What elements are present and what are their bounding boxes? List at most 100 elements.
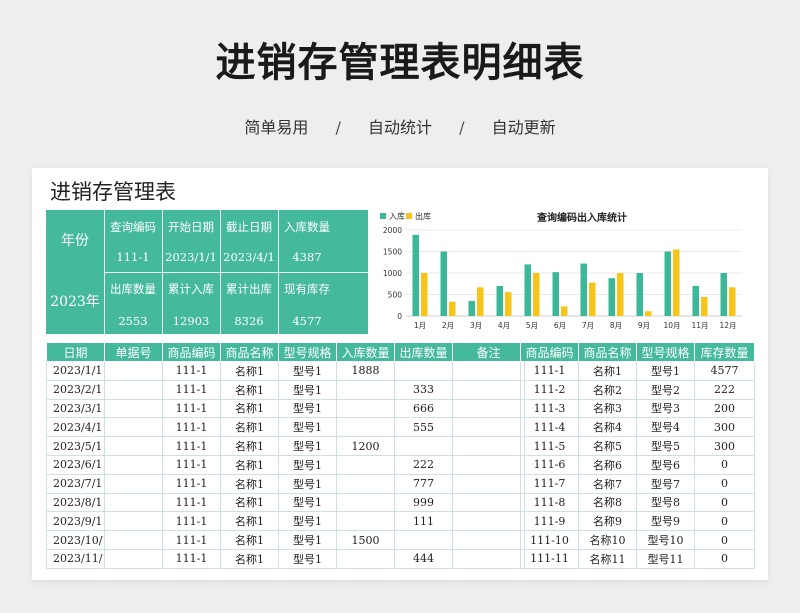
column-header[interactable]: 出库数量 — [394, 342, 453, 362]
table-cell[interactable]: 型号7 — [636, 473, 695, 494]
table-cell[interactable]: 111 — [394, 511, 453, 532]
table-cell[interactable] — [336, 379, 395, 400]
table-cell[interactable]: 型号1 — [278, 417, 337, 438]
table-cell[interactable] — [336, 398, 395, 419]
table-cell[interactable]: 型号6 — [636, 454, 695, 475]
table-cell[interactable]: 型号1 — [278, 398, 337, 419]
table-cell[interactable]: 型号2 — [636, 379, 695, 400]
table-cell[interactable]: 111-1 — [162, 454, 221, 475]
table-cell[interactable]: 111-5 — [520, 436, 579, 456]
table-cell[interactable]: 555 — [394, 417, 453, 438]
table-cell[interactable]: 111-1 — [162, 492, 221, 513]
table-cell[interactable]: 111-10 — [520, 530, 579, 550]
table-cell[interactable]: 0 — [694, 473, 755, 494]
table-cell[interactable]: 0 — [694, 530, 755, 550]
table-cell[interactable] — [104, 436, 163, 456]
table-cell[interactable]: 111-1 — [162, 361, 221, 381]
table-cell[interactable] — [452, 417, 525, 438]
table-cell[interactable] — [394, 436, 453, 456]
table-cell[interactable]: 名称1 — [220, 492, 279, 513]
table-cell[interactable]: 2023/7/1 — [46, 473, 105, 494]
table-cell[interactable]: 名称8 — [578, 492, 637, 513]
table-cell[interactable]: 2023/2/1 — [46, 379, 105, 400]
column-header[interactable]: 库存数量 — [694, 342, 755, 362]
table-cell[interactable]: 2023/1/1 — [46, 361, 105, 381]
table-cell[interactable]: 名称5 — [578, 436, 637, 456]
table-cell[interactable]: 型号1 — [278, 530, 337, 550]
table-cell[interactable]: 222 — [394, 454, 453, 475]
table-cell[interactable]: 2023/3/1 — [46, 398, 105, 419]
table-cell[interactable]: 300 — [694, 436, 755, 456]
table-cell[interactable] — [104, 361, 163, 381]
table-cell[interactable]: 333 — [394, 379, 453, 400]
table-cell[interactable]: 0 — [694, 548, 755, 569]
year-value[interactable]: 2023年 — [50, 294, 100, 310]
table-cell[interactable]: 111-3 — [520, 398, 579, 419]
table-cell[interactable]: 名称1 — [578, 361, 637, 381]
table-cell[interactable] — [452, 492, 525, 513]
table-cell[interactable]: 型号8 — [636, 492, 695, 513]
table-cell[interactable] — [104, 492, 163, 513]
table-cell[interactable] — [452, 511, 525, 532]
table-cell[interactable]: 111-1 — [162, 530, 221, 550]
end-date-value[interactable]: 2023/4/1 — [223, 250, 275, 264]
table-cell[interactable]: 型号5 — [636, 436, 695, 456]
table-cell[interactable]: 111-1 — [162, 417, 221, 438]
table-cell[interactable]: 111-1 — [162, 379, 221, 400]
table-cell[interactable]: 2023/6/1 — [46, 454, 105, 475]
table-cell[interactable] — [452, 548, 525, 569]
table-cell[interactable] — [104, 473, 163, 494]
table-cell[interactable]: 型号9 — [636, 511, 695, 532]
table-cell[interactable]: 0 — [694, 454, 755, 475]
table-cell[interactable] — [452, 361, 525, 381]
table-cell[interactable]: 型号1 — [278, 492, 337, 513]
table-cell[interactable]: 111-4 — [520, 417, 579, 438]
table-cell[interactable]: 111-1 — [162, 436, 221, 456]
table-cell[interactable]: 型号11 — [636, 548, 695, 569]
table-cell[interactable]: 111-11 — [520, 548, 579, 569]
table-cell[interactable]: 2023/4/1 — [46, 417, 105, 438]
table-cell[interactable]: 名称7 — [578, 473, 637, 494]
table-cell[interactable] — [336, 548, 395, 569]
table-cell[interactable]: 名称9 — [578, 511, 637, 532]
table-cell[interactable] — [104, 454, 163, 475]
table-cell[interactable] — [336, 454, 395, 475]
table-cell[interactable]: 2023/8/1 — [46, 492, 105, 513]
table-cell[interactable]: 名称1 — [220, 379, 279, 400]
table-cell[interactable]: 111-6 — [520, 454, 579, 475]
table-cell[interactable]: 111-1 — [162, 473, 221, 494]
column-header[interactable]: 商品编码 — [520, 342, 579, 362]
table-cell[interactable] — [104, 511, 163, 532]
table-cell[interactable]: 名称1 — [220, 511, 279, 532]
table-cell[interactable]: 型号3 — [636, 398, 695, 419]
table-cell[interactable]: 型号4 — [636, 417, 695, 438]
table-cell[interactable]: 名称1 — [220, 454, 279, 475]
table-cell[interactable]: 777 — [394, 473, 453, 494]
table-cell[interactable]: 4577 — [694, 361, 755, 381]
column-header[interactable]: 备注 — [452, 342, 525, 362]
table-cell[interactable] — [336, 511, 395, 532]
table-cell[interactable]: 型号1 — [278, 379, 337, 400]
table-cell[interactable]: 1200 — [336, 436, 395, 456]
table-cell[interactable]: 型号10 — [636, 530, 695, 550]
table-cell[interactable]: 名称1 — [220, 436, 279, 456]
table-cell[interactable]: 名称11 — [578, 548, 637, 569]
table-cell[interactable]: 名称1 — [220, 530, 279, 550]
table-cell[interactable]: 型号1 — [278, 511, 337, 532]
table-cell[interactable]: 111-9 — [520, 511, 579, 532]
table-cell[interactable]: 111-7 — [520, 473, 579, 494]
table-cell[interactable] — [452, 454, 525, 475]
table-cell[interactable]: 111-8 — [520, 492, 579, 513]
table-cell[interactable] — [104, 379, 163, 400]
table-cell[interactable]: 666 — [394, 398, 453, 419]
table-cell[interactable]: 名称2 — [578, 379, 637, 400]
table-cell[interactable]: 名称6 — [578, 454, 637, 475]
table-cell[interactable] — [336, 492, 395, 513]
table-cell[interactable]: 0 — [694, 492, 755, 513]
table-cell[interactable]: 2023/9/1 — [46, 511, 105, 532]
table-cell[interactable]: 111-1 — [162, 511, 221, 532]
table-cell[interactable] — [104, 530, 163, 550]
column-header[interactable]: 商品名称 — [578, 342, 637, 362]
table-cell[interactable] — [452, 398, 525, 419]
table-cell[interactable] — [394, 530, 453, 550]
